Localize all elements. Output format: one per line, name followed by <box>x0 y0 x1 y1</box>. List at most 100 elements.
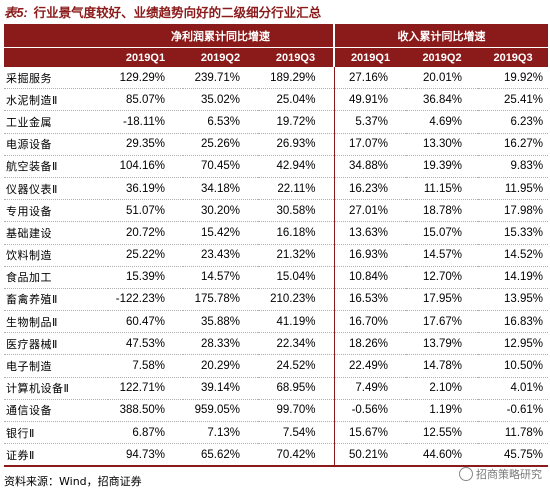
table-row: 计算机设备Ⅱ 122.71% 39.14% 68.95% 7.49% 2.10% 4.01% <box>4 377 549 400</box>
revenue-growth-cell: 14.78% <box>406 354 479 378</box>
revenue-growth-cell: 17.95% <box>406 288 479 312</box>
net-profit-growth-cell: 99.70% <box>258 399 335 423</box>
watermark-text: 招商策略研究 <box>476 468 542 481</box>
table-row: 银行Ⅱ 6.87% 7.13% 7.54% 15.67% 12.55% 11.78% <box>4 421 549 445</box>
industry-name: 电子制造 <box>4 354 108 378</box>
revenue-growth-cell: 16.53% <box>334 288 407 312</box>
industry-name: 工业金属 <box>4 110 108 134</box>
revenue-growth-cell: 18.26% <box>334 332 407 356</box>
table-row: 基础建设 20.72% 15.42% 16.18% 13.63% 15.07% 15.33% <box>4 221 549 245</box>
revenue-growth-cell: 5.37% <box>334 110 407 134</box>
revenue-growth-cell: 14.52% <box>478 244 549 267</box>
net-profit-growth-cell: 7.58% <box>108 354 183 378</box>
net-profit-growth-cell: 29.35% <box>108 133 183 156</box>
header-quarter: 2019Q1 <box>334 47 407 67</box>
table-row: 饮料制造 25.22% 23.43% 21.32% 16.93% 14.57% 14.52% <box>4 244 549 267</box>
table-row: 工业金属 -18.11% 6.53% 19.72% 5.37% 4.69% 6.23% <box>4 110 549 134</box>
header-quarter: 2019Q2 <box>406 47 479 67</box>
revenue-growth-cell: 4.69% <box>406 110 479 134</box>
revenue-growth-cell: 13.63% <box>334 221 407 245</box>
revenue-growth-cell: 10.50% <box>478 354 549 378</box>
header-quarter: 2019Q3 <box>258 47 336 67</box>
wechat-icon <box>459 467 473 481</box>
table-row: 仪器仪表Ⅱ 36.19% 34.18% 22.11% 16.23% 11.15% 11.95… <box>4 177 549 201</box>
net-profit-growth-cell: 7.13% <box>183 421 258 445</box>
industry-name: 基础建设 <box>4 221 108 245</box>
revenue-growth-cell: 15.33% <box>478 221 549 245</box>
revenue-growth-cell: 12.95% <box>478 332 549 356</box>
revenue-growth-cell: 13.95% <box>478 288 549 312</box>
revenue-growth-cell: 18.78% <box>406 199 479 223</box>
net-profit-growth-cell: 51.07% <box>108 199 183 223</box>
revenue-growth-cell: 13.30% <box>406 133 479 156</box>
revenue-growth-cell: 45.75% <box>478 443 549 468</box>
net-profit-growth-cell: 16.18% <box>258 221 335 245</box>
industry-name: 专用设备 <box>4 199 108 223</box>
net-profit-growth-cell: 65.62% <box>183 443 258 468</box>
revenue-growth-cell: 19.92% <box>478 67 549 90</box>
revenue-growth-cell: 1.19% <box>406 399 479 423</box>
revenue-growth-cell: 19.39% <box>406 155 479 178</box>
net-profit-growth-cell: 35.02% <box>183 88 258 112</box>
industry-name: 生物制品Ⅱ <box>4 310 108 334</box>
net-profit-growth-cell: 35.88% <box>183 310 258 334</box>
revenue-growth-cell: 15.67% <box>334 421 407 445</box>
net-profit-growth-cell: 189.29% <box>258 67 335 90</box>
table-row: 食品加工 15.39% 14.57% 15.04% 10.84% 12.70% 14.19% <box>4 266 549 289</box>
industry-name: 畜禽养殖Ⅱ <box>4 288 108 312</box>
revenue-growth-cell: 22.49% <box>334 354 407 378</box>
net-profit-growth-cell: 129.29% <box>108 67 183 90</box>
net-profit-growth-cell: 20.29% <box>183 354 258 378</box>
net-profit-growth-cell: 68.95% <box>258 377 335 400</box>
net-profit-growth-cell: 24.52% <box>258 354 335 378</box>
table-row: 畜禽养殖Ⅱ -122.23% 175.78% 210.23% 16.53% 17.95% 1… <box>4 288 549 312</box>
net-profit-growth-cell: 6.87% <box>108 421 183 445</box>
net-profit-growth-cell: 388.50% <box>108 399 183 423</box>
header-group-net-profit: 净利润累计同比增速 <box>108 24 336 48</box>
revenue-growth-cell: -0.56% <box>334 399 407 423</box>
net-profit-growth-cell: 23.43% <box>183 244 258 267</box>
revenue-growth-cell: 11.78% <box>478 421 549 445</box>
net-profit-growth-cell: 41.19% <box>258 310 335 334</box>
revenue-growth-cell: 16.93% <box>334 244 407 267</box>
revenue-growth-cell: 34.88% <box>334 155 407 178</box>
header-corner-2 <box>4 47 108 67</box>
table-row: 采掘服务 129.29% 239.71% 189.29% 27.16% 20.01% 19.… <box>4 67 549 90</box>
revenue-growth-cell: 16.23% <box>334 177 407 201</box>
net-profit-growth-cell: 30.58% <box>258 199 335 223</box>
revenue-growth-cell: 2.10% <box>406 377 479 400</box>
net-profit-growth-cell: 122.71% <box>108 377 183 400</box>
watermark: 招商策略研究 <box>459 466 542 482</box>
net-profit-growth-cell: -122.23% <box>108 288 183 312</box>
table-row: 专用设备 51.07% 30.20% 30.58% 27.01% 18.78% 17.98% <box>4 199 549 223</box>
net-profit-growth-cell: 28.33% <box>183 332 258 356</box>
revenue-growth-cell: 16.70% <box>334 310 407 334</box>
industry-name: 水泥制造Ⅱ <box>4 88 108 112</box>
source-note: 资料来源：Wind，招商证券 <box>4 475 142 488</box>
table-row: 证券Ⅱ 94.73% 65.62% 70.42% 50.21% 44.60% 45.75% <box>4 443 549 468</box>
net-profit-growth-cell: 22.34% <box>258 332 335 356</box>
revenue-growth-cell: 27.01% <box>334 199 407 223</box>
net-profit-growth-cell: 14.57% <box>183 266 258 289</box>
net-profit-growth-cell: 47.53% <box>108 332 183 356</box>
revenue-growth-cell: 12.55% <box>406 421 479 445</box>
net-profit-growth-cell: 22.11% <box>258 177 335 201</box>
net-profit-growth-cell: 210.23% <box>258 288 335 312</box>
revenue-growth-cell: 14.57% <box>406 244 479 267</box>
table-number: 表5: <box>4 6 28 20</box>
industry-name: 电源设备 <box>4 133 108 156</box>
header-corner <box>4 24 108 48</box>
table-row: 通信设备 388.50% 959.05% 99.70% -0.56% 1.19% -0.61… <box>4 399 549 423</box>
industry-name: 医疗器械Ⅱ <box>4 332 108 356</box>
net-profit-growth-cell: 94.73% <box>108 443 183 468</box>
net-profit-growth-cell: 85.07% <box>108 88 183 112</box>
header-group-revenue: 收入累计同比增速 <box>334 24 549 48</box>
net-profit-growth-cell: 34.18% <box>183 177 258 201</box>
header-quarter: 2019Q1 <box>108 47 183 67</box>
industry-name: 证券Ⅱ <box>4 443 108 468</box>
table-row: 水泥制造Ⅱ 85.07% 35.02% 25.04% 49.91% 36.84% 25.41… <box>4 88 549 112</box>
table-row: 生物制品Ⅱ 60.47% 35.88% 41.19% 16.70% 17.67% 16.83… <box>4 310 549 334</box>
table-row: 电源设备 29.35% 25.26% 26.93% 17.07% 13.30% 16.27% <box>4 133 549 156</box>
revenue-growth-cell: 17.98% <box>478 199 549 223</box>
industry-name: 仪器仪表Ⅱ <box>4 177 108 201</box>
